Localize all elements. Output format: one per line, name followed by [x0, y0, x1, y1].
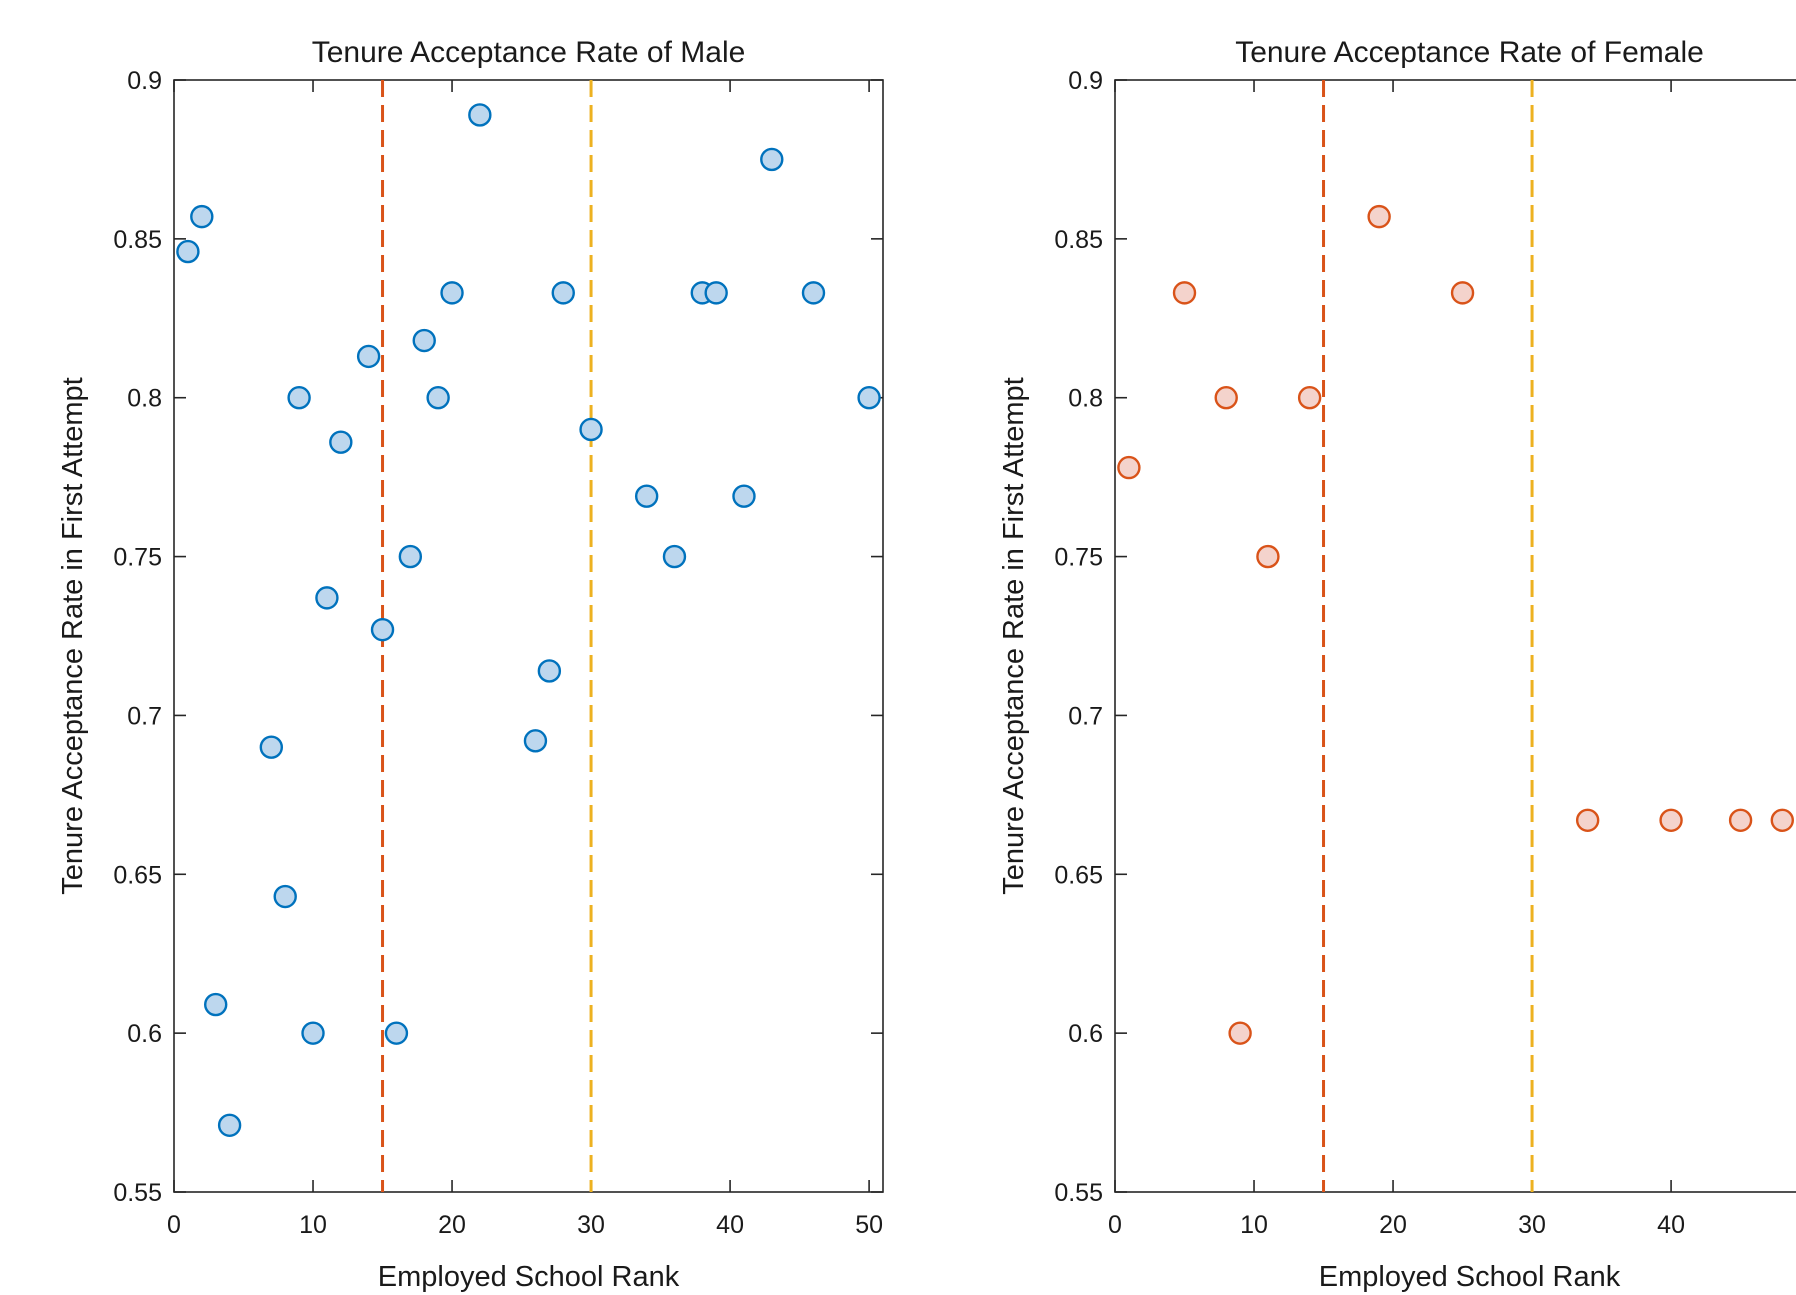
data-point — [551, 281, 575, 305]
data-point — [1450, 281, 1475, 305]
data-point — [1256, 544, 1280, 569]
data-point — [384, 1021, 409, 1045]
y-tick-label: 0.75 — [113, 544, 162, 572]
y-tick-label: 0.6 — [1068, 1020, 1103, 1048]
data-point — [356, 344, 381, 369]
y-axis-title: Tenure Acceptance Rate in First Attempt — [998, 377, 1030, 894]
x-axis-title: Employed School Rank — [378, 1261, 680, 1293]
data-point — [217, 1113, 242, 1137]
data-point — [732, 484, 756, 508]
data-point — [287, 386, 311, 410]
y-tick-label: 0.85 — [113, 226, 162, 254]
data-point — [412, 328, 436, 353]
y-tick-label: 0.9 — [1068, 67, 1103, 95]
y-tick-label: 0.6 — [127, 1020, 162, 1048]
x-tick-label: 40 — [1657, 1211, 1685, 1239]
data-point — [1214, 386, 1238, 410]
y-tick-label: 0.9 — [127, 67, 162, 95]
data-point — [704, 281, 728, 305]
x-tick-label: 0 — [1108, 1211, 1122, 1239]
y-tick-label: 0.65 — [1054, 861, 1103, 889]
chart-panel-male: 0.55 0.6 0.65 0.7 0.75 0.8 0.85 0.9 0 10 20 30 40 50 T… — [57, 36, 884, 1293]
y-tick-label: 0.8 — [1068, 385, 1103, 413]
x-tick-label: 40 — [716, 1211, 744, 1239]
y-tick-label: 0.7 — [127, 702, 162, 730]
data-point — [1297, 386, 1322, 410]
x-tick-label: 10 — [1240, 1211, 1268, 1239]
y-tick-label: 0.8 — [127, 385, 162, 413]
data-point — [204, 992, 228, 1017]
y-axis-title: Tenure Acceptance Rate in First Attempt — [57, 377, 89, 894]
chart-title: Tenure Acceptance Rate of Male — [312, 36, 746, 69]
data-point — [1575, 808, 1600, 832]
x-tick-label: 30 — [577, 1211, 605, 1239]
data-point — [440, 281, 464, 305]
y-tick-label: 0.65 — [113, 861, 162, 889]
x-tick-label: 20 — [1379, 1211, 1407, 1239]
data-point — [1117, 455, 1141, 480]
x-axis-title: Employed School Rank — [1319, 1261, 1621, 1293]
data-point — [329, 430, 353, 454]
data-point — [523, 729, 548, 753]
data-point — [273, 884, 297, 909]
data-point — [259, 735, 284, 759]
y-tick-label: 0.85 — [1054, 226, 1103, 254]
x-tick-label: 50 — [855, 1211, 883, 1239]
data-point — [426, 386, 450, 410]
chart-title: Tenure Acceptance Rate of Female — [1235, 36, 1704, 69]
data-point — [1728, 808, 1753, 832]
y-tick-label: 0.55 — [113, 1179, 162, 1207]
data-point — [468, 103, 492, 127]
data-point — [301, 1021, 325, 1045]
data-point — [190, 204, 214, 229]
x-tick-label: 10 — [299, 1211, 327, 1239]
x-tick-label: 20 — [438, 1211, 466, 1239]
y-tick-label: 0.55 — [1054, 1179, 1103, 1207]
data-point — [537, 659, 562, 683]
data-point — [801, 281, 826, 305]
plot-area-frame — [1114, 79, 1796, 1193]
data-point — [634, 484, 659, 508]
chart-panels: 0.55 0.6 0.65 0.7 0.75 0.8 0.85 0.9 0 10 20 30 40 50 T… — [57, 36, 1796, 1293]
data-point — [1228, 1021, 1252, 1045]
data-point — [760, 147, 784, 172]
chart-panel-female: 0.550.60.650.70.750.80.850.901020304050T… — [998, 36, 1796, 1293]
data-point — [1367, 204, 1391, 229]
data-point — [857, 386, 881, 410]
plot-area-frame — [173, 79, 884, 1193]
y-tick-label: 0.7 — [1068, 702, 1103, 730]
data-point — [176, 239, 200, 264]
x-tick-label: 0 — [167, 1211, 181, 1239]
y-tick-label: 0.75 — [1054, 544, 1103, 572]
data-point — [579, 417, 603, 442]
x-tick-label: 30 — [1518, 1211, 1546, 1239]
data-point — [1770, 808, 1794, 832]
data-point — [398, 544, 423, 569]
data-point — [662, 544, 687, 569]
data-point — [315, 586, 339, 610]
data-point — [1172, 281, 1197, 305]
data-point — [1659, 808, 1683, 832]
data-point — [370, 617, 395, 642]
